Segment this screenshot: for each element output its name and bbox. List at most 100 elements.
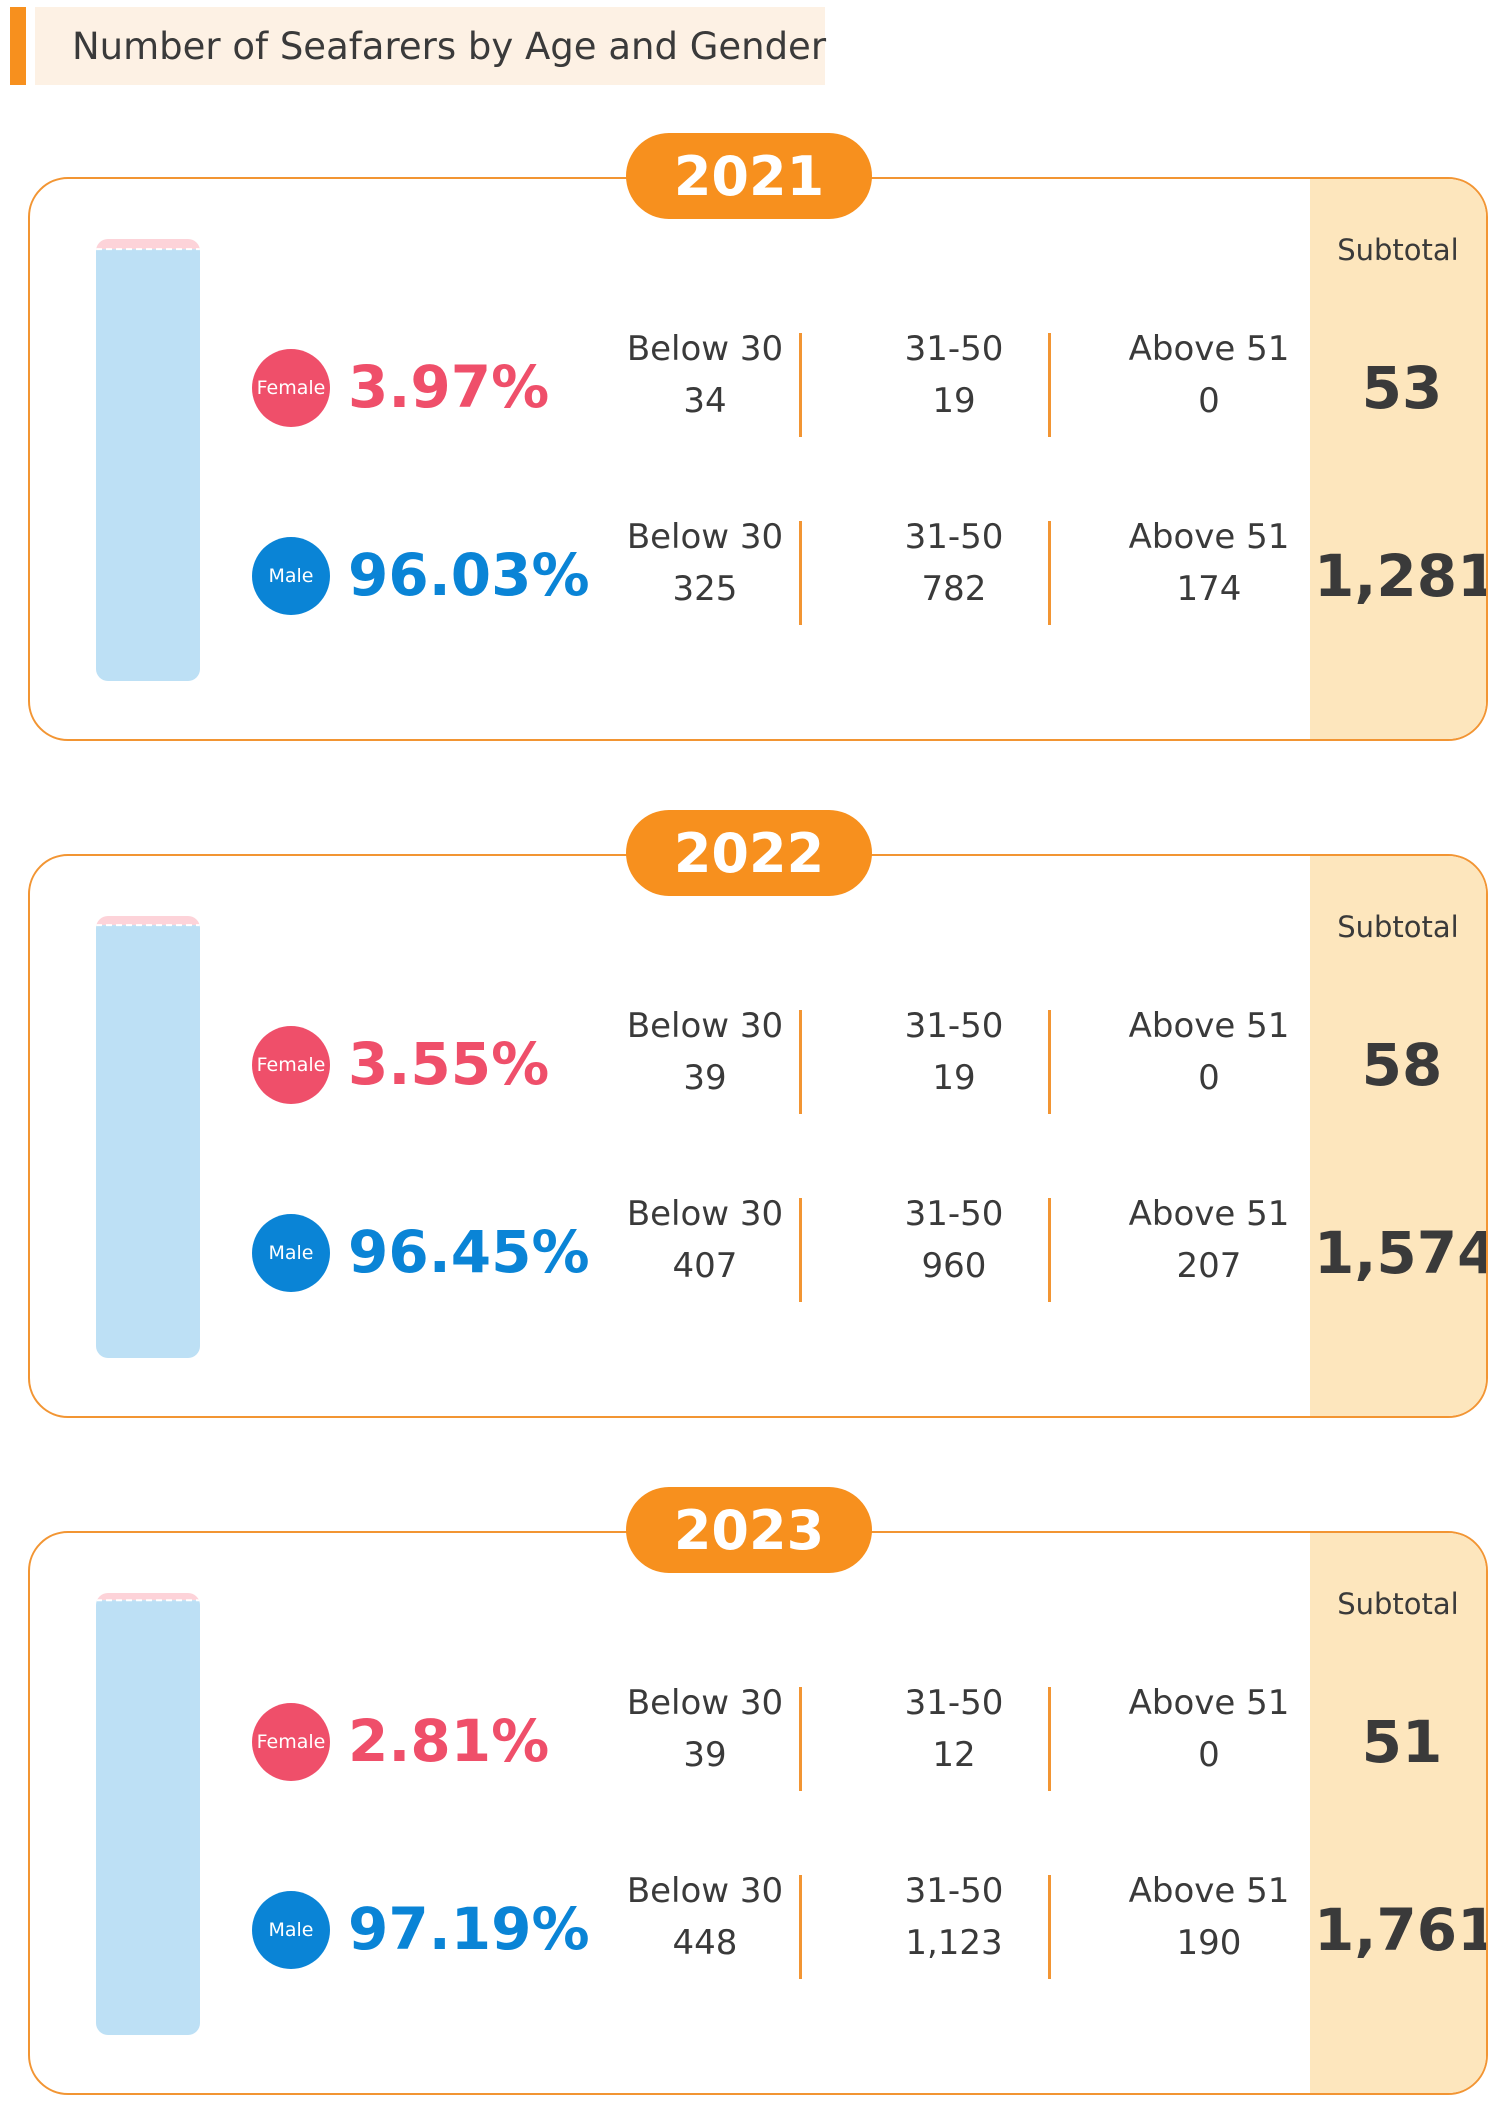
column-divider: [1048, 1875, 1051, 1979]
male-percentage: 96.03%: [348, 541, 590, 609]
subtotal-column: [1310, 179, 1486, 739]
age-group-label: Above 51: [1128, 1194, 1290, 1234]
age-group-value: 34: [683, 381, 727, 421]
female-badge: Female: [252, 349, 330, 427]
age-group-cell: Above 51 0: [1109, 323, 1309, 427]
male-subtotal: 1,281: [1314, 542, 1488, 610]
age-group-cell: Below 30 407: [605, 1188, 805, 1292]
age-group-cell: Above 51 0: [1109, 1677, 1309, 1781]
age-group-value: 0: [1198, 381, 1220, 421]
age-group-label: Below 30: [626, 329, 784, 369]
age-group-cell: Above 51 0: [1109, 1000, 1309, 1104]
age-group-label: 31-50: [904, 517, 1004, 557]
subtotal-column: [1310, 1533, 1486, 2093]
year-badge-2023: 2023: [626, 1487, 872, 1573]
male-row: Male 97.19% Below 30 448 31-50 1,123 Above 51 1…: [30, 1865, 1488, 1979]
age-group-value: 0: [1198, 1735, 1220, 1775]
age-group-value: 0: [1198, 1058, 1220, 1098]
age-group-label: Below 30: [626, 1871, 784, 1911]
male-percentage: 96.45%: [348, 1218, 590, 1286]
column-divider: [799, 1687, 802, 1791]
subtotal-column: [1310, 856, 1486, 1416]
year-card-2021: Subtotal Female 3.97% Below 30 34 31-50 19 Abov…: [28, 177, 1488, 741]
age-group-value: 39: [683, 1058, 727, 1098]
male-subtotal: 1,574: [1314, 1219, 1488, 1287]
female-percentage: 3.97%: [348, 353, 550, 421]
column-divider: [1048, 1687, 1051, 1791]
age-group-value: 782: [921, 569, 987, 609]
title-accent-bar: [10, 7, 26, 85]
age-group-cell: 31-50 1,123: [854, 1865, 1054, 1969]
age-group-cell: Below 30 448: [605, 1865, 805, 1969]
age-group-value: 174: [1176, 569, 1242, 609]
age-group-value: 207: [1176, 1246, 1242, 1286]
age-group-label: Below 30: [626, 1194, 784, 1234]
subtotal-label: Subtotal: [1337, 1587, 1459, 1621]
age-group-label: 31-50: [904, 1006, 1004, 1046]
female-percentage: 3.55%: [348, 1030, 550, 1098]
age-group-value: 448: [672, 1923, 738, 1963]
age-group-label: 31-50: [904, 1194, 1004, 1234]
age-group-value: 19: [932, 1058, 976, 1098]
column-divider: [799, 1875, 802, 1979]
age-group-cell: Above 51 207: [1109, 1188, 1309, 1292]
age-group-value: 1,123: [905, 1923, 1003, 1963]
age-group-label: 31-50: [904, 1871, 1004, 1911]
share-bar-svg: [96, 239, 200, 681]
male-share-segment: [96, 249, 200, 681]
female-subtotal: 51: [1361, 1708, 1443, 1776]
subtotal-label: Subtotal: [1337, 910, 1459, 944]
age-group-label: Above 51: [1128, 1683, 1290, 1723]
male-percentage: 97.19%: [348, 1895, 590, 1963]
age-group-label: 31-50: [904, 329, 1004, 369]
gender-share-bar: [96, 916, 200, 1358]
column-divider: [1048, 521, 1051, 625]
column-divider: [799, 521, 802, 625]
age-group-value: 960: [921, 1246, 987, 1286]
male-row: Male 96.45% Below 30 407 31-50 960 Above 51 207…: [30, 1188, 1488, 1302]
male-subtotal: 1,761: [1314, 1896, 1488, 1964]
age-group-value: 325: [672, 569, 738, 609]
column-divider: [1048, 1198, 1051, 1302]
age-group-label: Above 51: [1128, 517, 1290, 557]
age-group-cell: 31-50 960: [854, 1188, 1054, 1292]
year-card-2023: Subtotal Female 2.81% Below 30 39 31-50 12 Abov…: [28, 1531, 1488, 2095]
female-share-segment: [96, 916, 200, 926]
year-badge-2022: 2022: [626, 810, 872, 896]
age-group-value: 12: [932, 1735, 976, 1775]
age-group-label: Below 30: [626, 517, 784, 557]
column-divider: [1048, 1010, 1051, 1114]
male-share-segment: [96, 1600, 200, 2035]
age-group-value: 19: [932, 381, 976, 421]
age-group-label: Above 51: [1128, 1871, 1290, 1911]
year-card-2022: Subtotal Female 3.55% Below 30 39 31-50 19 Abov…: [28, 854, 1488, 1418]
female-share-segment: [96, 1593, 200, 1601]
age-group-value: 190: [1176, 1923, 1242, 1963]
page-title: Number of Seafarers by Age and Gender: [72, 24, 827, 68]
age-group-label: Above 51: [1128, 329, 1290, 369]
age-group-label: Below 30: [626, 1006, 784, 1046]
age-group-value: 407: [672, 1246, 738, 1286]
title-box: Number of Seafarers by Age and Gender: [35, 7, 827, 85]
age-group-cell: Above 51 174: [1109, 511, 1309, 615]
male-badge: Male: [252, 1214, 330, 1292]
female-percentage: 2.81%: [348, 1707, 550, 1775]
age-group-label: 31-50: [904, 1683, 1004, 1723]
male-badge: Male: [252, 1891, 330, 1969]
age-group-value: 39: [683, 1735, 727, 1775]
age-group-cell: Below 30 325: [605, 511, 805, 615]
male-share-segment: [96, 925, 200, 1358]
column-divider: [799, 333, 802, 437]
age-group-cell: 31-50 19: [854, 323, 1054, 427]
male-row: Male 96.03% Below 30 325 31-50 782 Above 51 174…: [30, 511, 1488, 625]
column-divider: [1048, 333, 1051, 437]
age-group-cell: 31-50 19: [854, 1000, 1054, 1104]
female-subtotal: 53: [1361, 354, 1443, 422]
female-badge: Female: [252, 1703, 330, 1781]
age-group-cell: Below 30 39: [605, 1000, 805, 1104]
age-group-label: Above 51: [1128, 1006, 1290, 1046]
gender-share-bar: [96, 1593, 200, 2035]
age-group-cell: Below 30 34: [605, 323, 805, 427]
age-group-cell: 31-50 782: [854, 511, 1054, 615]
age-group-cell: Above 51 190: [1109, 1865, 1309, 1969]
